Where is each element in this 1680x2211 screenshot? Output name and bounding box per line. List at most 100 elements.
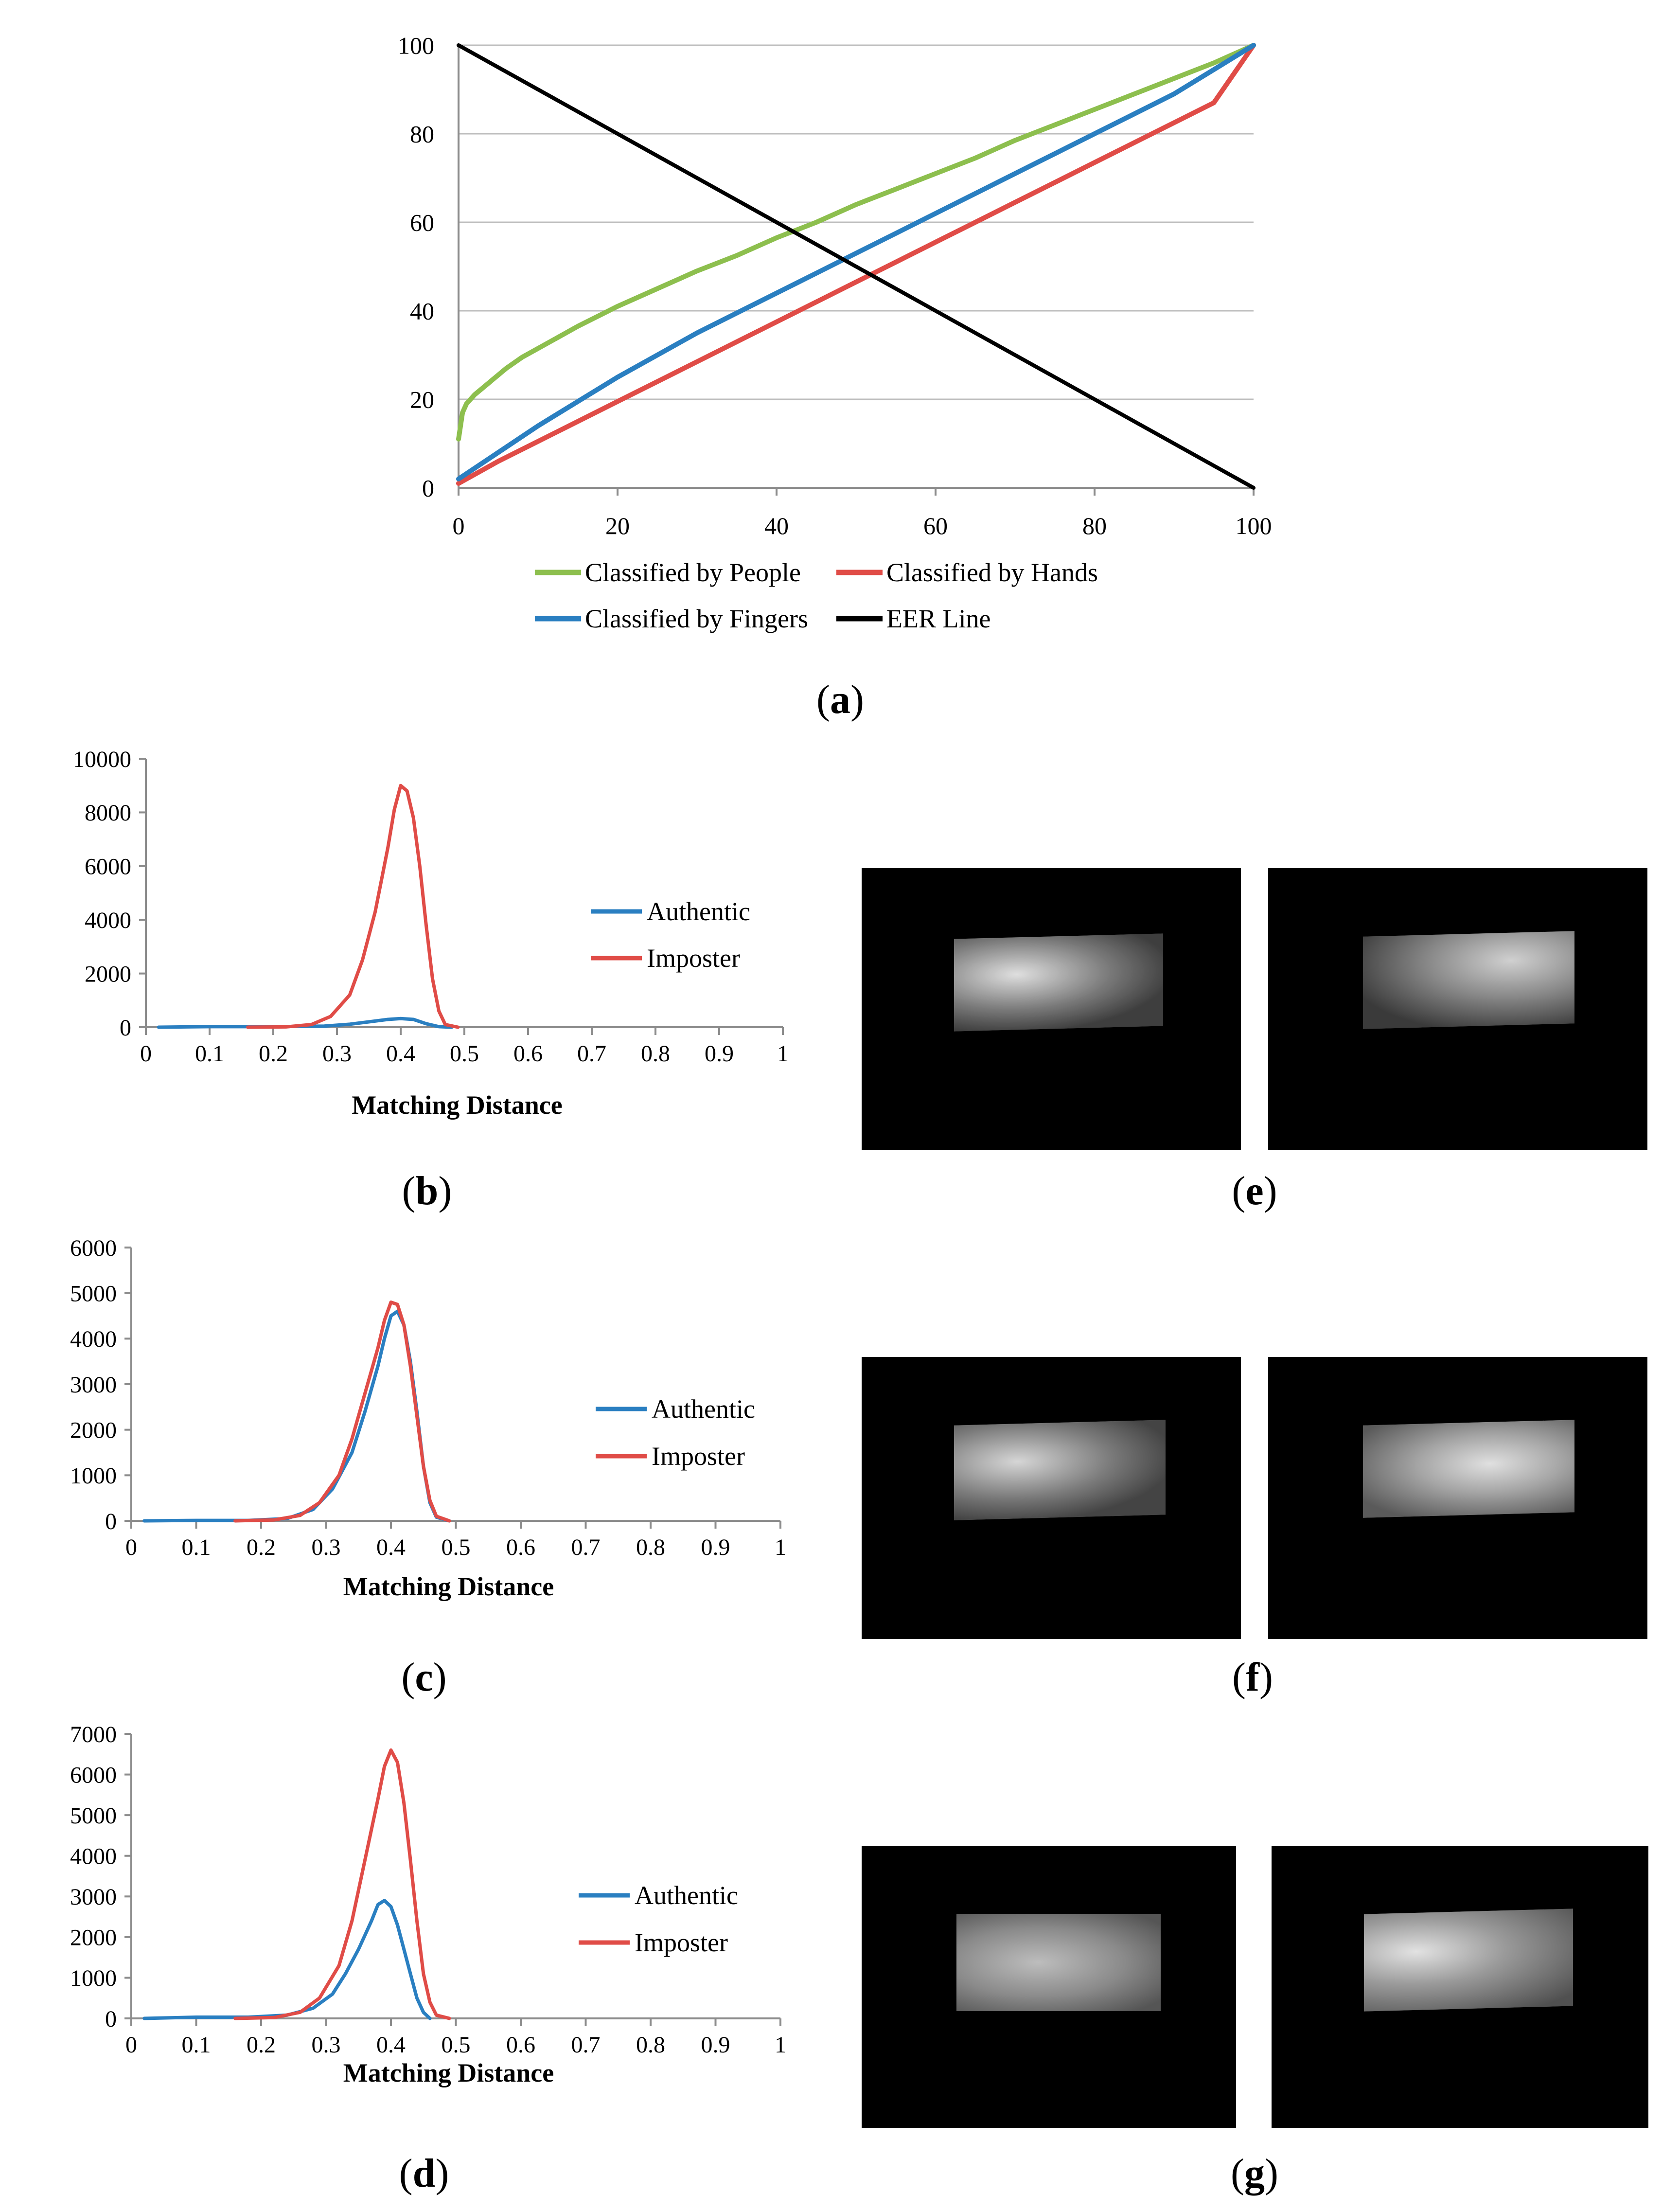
x-tick-label: 0 bbox=[453, 512, 465, 539]
caption-f: (f) bbox=[1232, 1655, 1273, 1700]
y-tick-label: 0 bbox=[105, 2006, 117, 2032]
legend-label: Authentic bbox=[635, 1881, 738, 1910]
legend-label: Authentic bbox=[652, 1394, 755, 1424]
series-line-imposter bbox=[246, 784, 460, 1029]
series-line-classified-by-fingers bbox=[456, 43, 1256, 481]
x-axis-label: Matching Distance bbox=[352, 1090, 562, 1120]
x-tick-label: 0 bbox=[125, 2032, 137, 2058]
caption-b: (b) bbox=[402, 1168, 452, 1213]
y-tick-label: 80 bbox=[410, 121, 434, 148]
series-line-imposter bbox=[233, 1748, 451, 2020]
y-tick-label: 0 bbox=[105, 1509, 117, 1534]
x-tick-label: 0.2 bbox=[247, 2032, 276, 2058]
y-tick-label: 6000 bbox=[70, 1235, 117, 1261]
y-tick-label: 4000 bbox=[70, 1326, 117, 1352]
series-line-authentic bbox=[142, 1899, 432, 2020]
x-tick-label: 0.3 bbox=[322, 1041, 352, 1067]
caption-e: (e) bbox=[1232, 1168, 1277, 1213]
y-tick-label: 1000 bbox=[70, 1965, 117, 1991]
legend-label: Imposter bbox=[635, 1928, 728, 1957]
series-line-authentic bbox=[142, 1309, 451, 1523]
y-tick-label: 2000 bbox=[85, 961, 131, 987]
y-tick-label: 20 bbox=[410, 386, 434, 413]
y-tick-label: 5000 bbox=[70, 1803, 117, 1829]
series-line-eer-line bbox=[457, 43, 1256, 490]
x-tick-label: 0 bbox=[125, 1534, 137, 1560]
x-tick-label: 0.5 bbox=[442, 2032, 471, 2058]
y-tick-label: 6000 bbox=[70, 1762, 117, 1788]
vein-strip bbox=[956, 1914, 1161, 2011]
vein-image-f-left bbox=[862, 1357, 1241, 1639]
x-tick-label: 80 bbox=[1082, 512, 1107, 539]
y-tick-label: 5000 bbox=[70, 1281, 117, 1306]
x-tick-label: 0.7 bbox=[571, 1534, 601, 1560]
x-axis-label: Matching Distance bbox=[343, 1572, 554, 1601]
legend-label: Imposter bbox=[652, 1442, 745, 1471]
x-tick-label: 0 bbox=[140, 1041, 152, 1067]
series-line-imposter bbox=[233, 1300, 451, 1523]
x-tick-label: 60 bbox=[923, 512, 948, 539]
legend-label: Classified by Fingers bbox=[585, 604, 808, 633]
x-tick-label: 0.2 bbox=[259, 1041, 288, 1067]
x-tick-label: 0.6 bbox=[506, 1534, 535, 1560]
x-tick-label: 0.4 bbox=[376, 1534, 406, 1560]
x-tick-label: 0.1 bbox=[182, 2032, 211, 2058]
x-tick-label: 0.1 bbox=[182, 1534, 211, 1560]
x-tick-label: 0.4 bbox=[376, 2032, 406, 2058]
y-tick-label: 100 bbox=[398, 32, 434, 59]
x-tick-label: 0.3 bbox=[312, 2032, 341, 2058]
x-tick-label: 0.3 bbox=[312, 1534, 341, 1560]
x-tick-label: 40 bbox=[764, 512, 789, 539]
roc-chart-a: 0 20 40 60 80 100 0 20 40 60 80 100 Classified by Pe… bbox=[398, 32, 1272, 634]
x-axis-label: Matching Distance bbox=[343, 2058, 554, 2087]
x-tick-label: 0.8 bbox=[636, 1534, 665, 1560]
x-tick-label: 1 bbox=[775, 1534, 786, 1560]
y-tick-label: 2000 bbox=[70, 1417, 117, 1443]
x-tick-label: 0.7 bbox=[571, 2032, 601, 2058]
legend-label: Authentic bbox=[647, 897, 750, 926]
vein-image-e-right bbox=[1268, 868, 1647, 1150]
vein-strip bbox=[954, 933, 1163, 1032]
x-tick-label: 0.2 bbox=[247, 1534, 276, 1560]
y-tick-label: 0 bbox=[120, 1015, 131, 1041]
x-tick-label: 0.1 bbox=[195, 1041, 224, 1067]
x-tick-label: 1 bbox=[777, 1041, 789, 1067]
legend-label: Classified by People bbox=[585, 558, 801, 587]
vein-strip bbox=[1363, 1420, 1574, 1518]
histogram-chart-b: 0 2000 4000 6000 8000 10000 0 0.1 0.2 0.3 0.4 0.5 0.… bbox=[73, 747, 789, 1120]
x-tick-label: 0.8 bbox=[636, 2032, 665, 2058]
legend-label: Imposter bbox=[647, 944, 740, 973]
y-tick-label: 3000 bbox=[70, 1372, 117, 1398]
vein-strip bbox=[1364, 1908, 1573, 2012]
caption-c: (c) bbox=[401, 1655, 447, 1700]
x-tick-label: 100 bbox=[1236, 512, 1272, 539]
x-tick-label: 0.5 bbox=[450, 1041, 479, 1067]
caption-d: (d) bbox=[399, 2151, 449, 2196]
x-tick-label: 0.7 bbox=[577, 1041, 606, 1067]
vein-strip bbox=[1363, 931, 1574, 1029]
y-tick-label: 2000 bbox=[70, 1925, 117, 1951]
x-tick-label: 0.9 bbox=[701, 1534, 730, 1560]
y-tick-label: 60 bbox=[410, 209, 434, 236]
caption-a: (a) bbox=[816, 677, 864, 722]
y-tick-label: 0 bbox=[422, 475, 434, 502]
series-line-classified-by-hands bbox=[456, 43, 1256, 486]
series-line-classified-by-people bbox=[456, 43, 1256, 442]
x-tick-label: 1 bbox=[775, 2032, 786, 2058]
y-tick-label: 4000 bbox=[85, 908, 131, 933]
legend-label: Classified by Hands bbox=[886, 558, 1098, 587]
y-tick-label: 1000 bbox=[70, 1463, 117, 1489]
x-tick-label: 0.6 bbox=[513, 1041, 543, 1067]
x-tick-label: 20 bbox=[605, 512, 630, 539]
vein-image-f-right bbox=[1268, 1357, 1647, 1639]
y-tick-label: 6000 bbox=[85, 854, 131, 880]
y-tick-label: 10000 bbox=[73, 747, 131, 772]
y-tick-label: 40 bbox=[410, 298, 434, 325]
x-tick-label: 0.9 bbox=[705, 1041, 734, 1067]
x-tick-label: 0.6 bbox=[506, 2032, 535, 2058]
x-tick-label: 0.9 bbox=[701, 2032, 730, 2058]
x-tick-label: 0.5 bbox=[442, 1534, 471, 1560]
histogram-chart-c: 0 1000 2000 3000 4000 5000 6000 0 0.1 0.2 0.3 0.4 0.… bbox=[70, 1235, 786, 1601]
y-tick-label: 4000 bbox=[70, 1844, 117, 1870]
vein-image-g-right bbox=[1272, 1846, 1648, 2128]
